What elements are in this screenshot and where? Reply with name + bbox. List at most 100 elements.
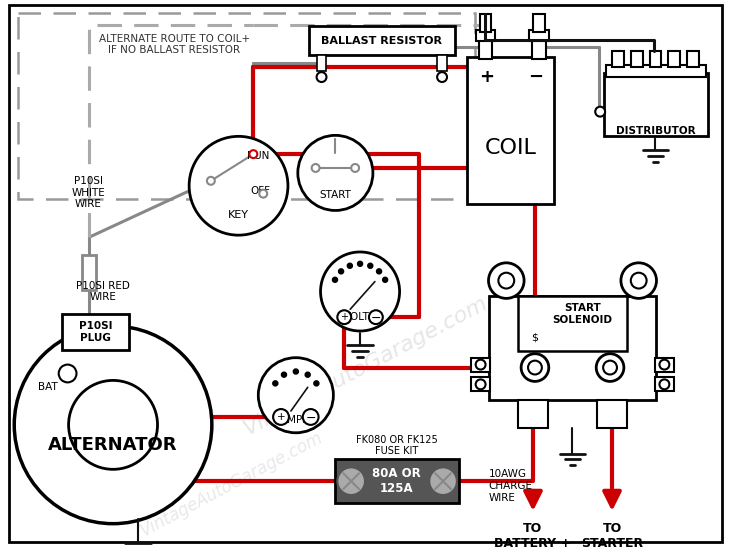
Text: $: $ bbox=[531, 333, 539, 343]
Circle shape bbox=[339, 269, 344, 274]
FancyBboxPatch shape bbox=[654, 377, 674, 391]
Circle shape bbox=[337, 310, 351, 324]
Circle shape bbox=[207, 177, 215, 185]
Circle shape bbox=[189, 136, 288, 235]
Text: VOLTS: VOLTS bbox=[344, 312, 376, 322]
FancyBboxPatch shape bbox=[317, 55, 327, 71]
Text: BAT: BAT bbox=[38, 382, 58, 392]
Circle shape bbox=[429, 468, 457, 495]
Circle shape bbox=[258, 358, 333, 433]
Circle shape bbox=[314, 381, 319, 386]
Circle shape bbox=[596, 353, 624, 381]
Circle shape bbox=[631, 273, 647, 289]
Circle shape bbox=[603, 361, 617, 375]
FancyBboxPatch shape bbox=[668, 52, 681, 67]
FancyBboxPatch shape bbox=[480, 14, 491, 32]
FancyBboxPatch shape bbox=[631, 52, 643, 67]
FancyBboxPatch shape bbox=[597, 400, 627, 428]
Circle shape bbox=[358, 261, 363, 266]
Circle shape bbox=[303, 409, 319, 425]
FancyBboxPatch shape bbox=[518, 400, 548, 428]
FancyBboxPatch shape bbox=[471, 358, 491, 372]
FancyBboxPatch shape bbox=[467, 57, 553, 203]
Text: +: + bbox=[277, 412, 285, 422]
FancyBboxPatch shape bbox=[533, 14, 545, 32]
Circle shape bbox=[333, 278, 337, 282]
Text: OFF: OFF bbox=[250, 186, 270, 196]
Circle shape bbox=[273, 381, 278, 386]
Text: ALTERNATE ROUTE TO COIL+
IF NO BALLAST RESISTOR: ALTERNATE ROUTE TO COIL+ IF NO BALLAST R… bbox=[99, 34, 250, 55]
Text: P10SI
WHITE
WIRE: P10SI WHITE WIRE bbox=[72, 176, 105, 209]
Text: FK080 OR FK125
FUSE KIT: FK080 OR FK125 FUSE KIT bbox=[356, 435, 437, 456]
Circle shape bbox=[488, 263, 524, 299]
Text: RUN: RUN bbox=[247, 151, 270, 161]
Circle shape bbox=[659, 360, 670, 370]
Text: 10AWG
CHARGE
WIRE: 10AWG CHARGE WIRE bbox=[488, 469, 532, 502]
Text: −: − bbox=[371, 312, 381, 325]
FancyBboxPatch shape bbox=[471, 377, 491, 391]
Circle shape bbox=[621, 263, 656, 299]
FancyBboxPatch shape bbox=[612, 52, 624, 67]
Circle shape bbox=[368, 264, 373, 268]
FancyBboxPatch shape bbox=[518, 296, 627, 351]
Text: COIL: COIL bbox=[485, 138, 537, 158]
Circle shape bbox=[282, 372, 286, 377]
Text: START
SOLENOID: START SOLENOID bbox=[553, 304, 613, 325]
Circle shape bbox=[306, 372, 310, 377]
Circle shape bbox=[69, 381, 157, 469]
Text: P10SI
PLUG: P10SI PLUG bbox=[78, 321, 112, 343]
FancyBboxPatch shape bbox=[532, 39, 546, 59]
Text: P10SI RED
WIRE: P10SI RED WIRE bbox=[76, 281, 130, 302]
Text: +: + bbox=[479, 68, 494, 86]
Circle shape bbox=[58, 365, 77, 382]
FancyBboxPatch shape bbox=[10, 5, 721, 542]
Text: TO
STARTER: TO STARTER bbox=[581, 521, 643, 550]
Text: START: START bbox=[319, 189, 352, 199]
FancyBboxPatch shape bbox=[650, 52, 662, 67]
Circle shape bbox=[14, 326, 212, 524]
Text: VintageAutoGarage.com: VintageAutoGarage.com bbox=[240, 293, 491, 439]
Circle shape bbox=[260, 189, 268, 198]
Circle shape bbox=[311, 164, 319, 172]
FancyBboxPatch shape bbox=[61, 314, 129, 350]
Text: DISTRIBUTOR: DISTRIBUTOR bbox=[616, 126, 695, 136]
Text: +: + bbox=[340, 312, 348, 322]
Circle shape bbox=[499, 273, 514, 289]
FancyBboxPatch shape bbox=[529, 30, 549, 42]
Circle shape bbox=[317, 72, 327, 82]
Circle shape bbox=[351, 164, 359, 172]
FancyBboxPatch shape bbox=[437, 55, 447, 71]
Circle shape bbox=[369, 310, 383, 324]
Circle shape bbox=[320, 252, 400, 331]
Circle shape bbox=[476, 360, 485, 370]
Text: ALTERNATOR: ALTERNATOR bbox=[48, 435, 178, 454]
Text: −: − bbox=[306, 412, 316, 424]
FancyBboxPatch shape bbox=[654, 358, 674, 372]
FancyBboxPatch shape bbox=[687, 52, 699, 67]
Circle shape bbox=[294, 370, 298, 374]
Circle shape bbox=[383, 278, 387, 282]
Text: VintageAutoGarage.com: VintageAutoGarage.com bbox=[137, 428, 326, 540]
Text: −: − bbox=[529, 68, 544, 86]
Circle shape bbox=[595, 107, 605, 116]
Text: 80A OR
125A: 80A OR 125A bbox=[372, 467, 421, 495]
FancyBboxPatch shape bbox=[604, 73, 708, 136]
Circle shape bbox=[348, 264, 352, 268]
FancyBboxPatch shape bbox=[606, 65, 706, 77]
FancyBboxPatch shape bbox=[488, 296, 656, 400]
FancyBboxPatch shape bbox=[83, 255, 96, 290]
Text: TO
BATTERY +: TO BATTERY + bbox=[494, 521, 572, 550]
Circle shape bbox=[249, 150, 257, 158]
Text: BALLAST RESISTOR: BALLAST RESISTOR bbox=[322, 35, 442, 45]
Circle shape bbox=[273, 409, 289, 425]
Circle shape bbox=[437, 72, 447, 82]
Circle shape bbox=[521, 353, 549, 381]
Text: AMPS: AMPS bbox=[281, 415, 310, 425]
Circle shape bbox=[528, 361, 542, 375]
FancyBboxPatch shape bbox=[336, 459, 459, 503]
Circle shape bbox=[337, 468, 365, 495]
Circle shape bbox=[476, 379, 485, 389]
Circle shape bbox=[298, 135, 373, 211]
Circle shape bbox=[377, 269, 382, 274]
FancyBboxPatch shape bbox=[476, 30, 496, 42]
